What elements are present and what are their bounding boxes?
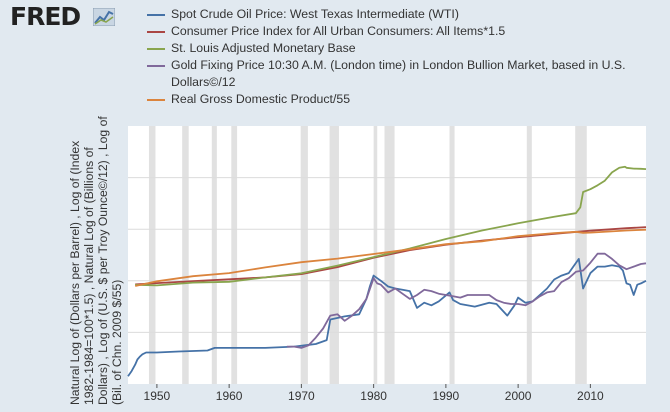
legend-swatch (147, 31, 165, 33)
recession-band (373, 126, 378, 384)
x-tick-label: 2000 (505, 389, 532, 403)
legend-label: Real Gross Domestic Product/55 (171, 92, 351, 106)
y-axis-label-line: (Bil. of Chn. 2009 $/55) (110, 279, 124, 405)
y-axis-label: Natural Log of (Dollars per Barrel) , Lo… (68, 116, 124, 405)
series-line-0[interactable] (127, 257, 647, 377)
legend-item-wti[interactable]: Spot Crude Oil Price: West Texas Interme… (147, 6, 647, 23)
recession-band (211, 126, 217, 384)
legend-item-cpi[interactable]: Consumer Price Index for All Urban Consu… (147, 23, 647, 40)
legend-label: Consumer Price Index for All Urban Consu… (171, 24, 506, 38)
legend-swatch (147, 14, 165, 16)
y-axis-label-line: Natural Log of (Dollars per Barrel) , Lo… (68, 140, 82, 405)
legend-swatch (147, 48, 165, 50)
y-axis-label-line: 1982-1984=100*1.5) , Natural Log of (Bil… (82, 147, 96, 405)
legend-item-monetary-base[interactable]: St. Louis Adjusted Monetary Base (147, 40, 647, 57)
recession-band (148, 126, 156, 384)
x-tick-label: 1970 (288, 389, 315, 403)
legend-swatch (147, 65, 165, 67)
recession-band (182, 126, 189, 384)
legend-item-gdp[interactable]: Real Gross Domestic Product/55 (147, 91, 647, 108)
series-line-2[interactable] (135, 165, 647, 287)
recession-band (329, 126, 339, 384)
line-chart-icon (93, 8, 115, 26)
x-tick-label: 1990 (433, 389, 460, 403)
legend-label: Spot Crude Oil Price: West Texas Interme… (171, 7, 459, 21)
y-axis-label-line: Dollars) , Log of (U.S. $ per Troy Ounce… (96, 116, 110, 405)
legend-item-gold[interactable]: Gold Fixing Price 10:30 A.M. (London tim… (147, 57, 641, 91)
legend-label: St. Louis Adjusted Monetary Base (171, 41, 356, 55)
recession-band (449, 126, 455, 384)
series-line-3[interactable] (286, 252, 647, 349)
x-tick-label: 2010 (577, 389, 604, 403)
fred-logo[interactable]: FRED (10, 2, 81, 31)
legend-label: Gold Fixing Price 10:30 A.M. (London tim… (171, 58, 626, 89)
recession-band (575, 126, 587, 384)
legend-swatch (147, 99, 165, 101)
x-tick-label: 1980 (360, 389, 387, 403)
series-line-4[interactable] (135, 228, 647, 287)
recession-band (300, 126, 308, 384)
x-tick-label: 1950 (144, 389, 171, 403)
x-tick-label: 1960 (216, 389, 243, 403)
recession-band (526, 126, 532, 384)
legend: Spot Crude Oil Price: West Texas Interme… (147, 6, 647, 108)
recession-band (231, 126, 238, 384)
